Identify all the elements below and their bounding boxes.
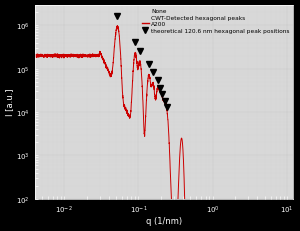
X-axis label: q (1/nm): q (1/nm): [146, 216, 182, 225]
Y-axis label: I [a.u.]: I [a.u.]: [6, 89, 15, 116]
Legend: None, CWT-Detected hexagonal peaks, A200, theoretical 120.6 nm hexagonal peak po: None, CWT-Detected hexagonal peaks, A200…: [139, 7, 292, 36]
